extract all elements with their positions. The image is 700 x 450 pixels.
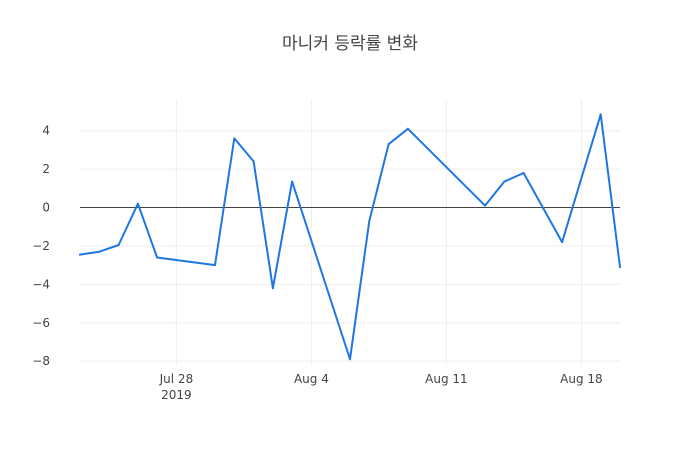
data-point — [349, 358, 351, 361]
data-point — [503, 180, 506, 183]
x-tick-label: Aug 18 — [560, 372, 603, 386]
data-point — [98, 250, 101, 253]
x-tick-sublabel: 2019 — [161, 388, 192, 402]
data-point — [79, 253, 81, 256]
series-line — [79, 113, 621, 361]
x-tick-label: Aug 11 — [425, 372, 468, 386]
grid-layer — [80, 100, 620, 365]
y-tick-label: 4 — [42, 124, 50, 138]
y-tick-label: −4 — [32, 277, 50, 291]
y-tick-label: −2 — [32, 239, 50, 253]
y-tick-label: −8 — [32, 354, 50, 368]
y-tick-label: 2 — [42, 162, 50, 176]
data-point — [599, 113, 602, 116]
y-tick-label: 0 — [42, 201, 50, 215]
data-point — [406, 127, 409, 130]
data-point — [252, 160, 255, 163]
data-point — [271, 287, 274, 290]
data-point — [291, 180, 294, 183]
series-layer — [79, 113, 621, 361]
data-point — [484, 204, 486, 207]
data-point — [156, 256, 159, 259]
data-point — [368, 220, 371, 222]
x-tick-label: Aug 4 — [294, 372, 329, 386]
data-point — [136, 202, 139, 205]
data-point — [561, 241, 564, 244]
axis-layer: Jul 28 2019 Aug 4 Aug 11 Aug 18 4 2 0 −2 −4 −6 −8 — [32, 124, 602, 402]
data-point — [522, 172, 525, 174]
chart-title: 마니커 등락률 변화 — [282, 34, 418, 54]
data-point — [214, 264, 216, 267]
data-point — [117, 244, 120, 246]
x-tick-label: Jul 28 — [159, 372, 194, 386]
data-point — [619, 266, 621, 269]
data-point — [233, 137, 236, 140]
data-point — [387, 143, 390, 146]
y-tick-label: −6 — [32, 316, 50, 330]
